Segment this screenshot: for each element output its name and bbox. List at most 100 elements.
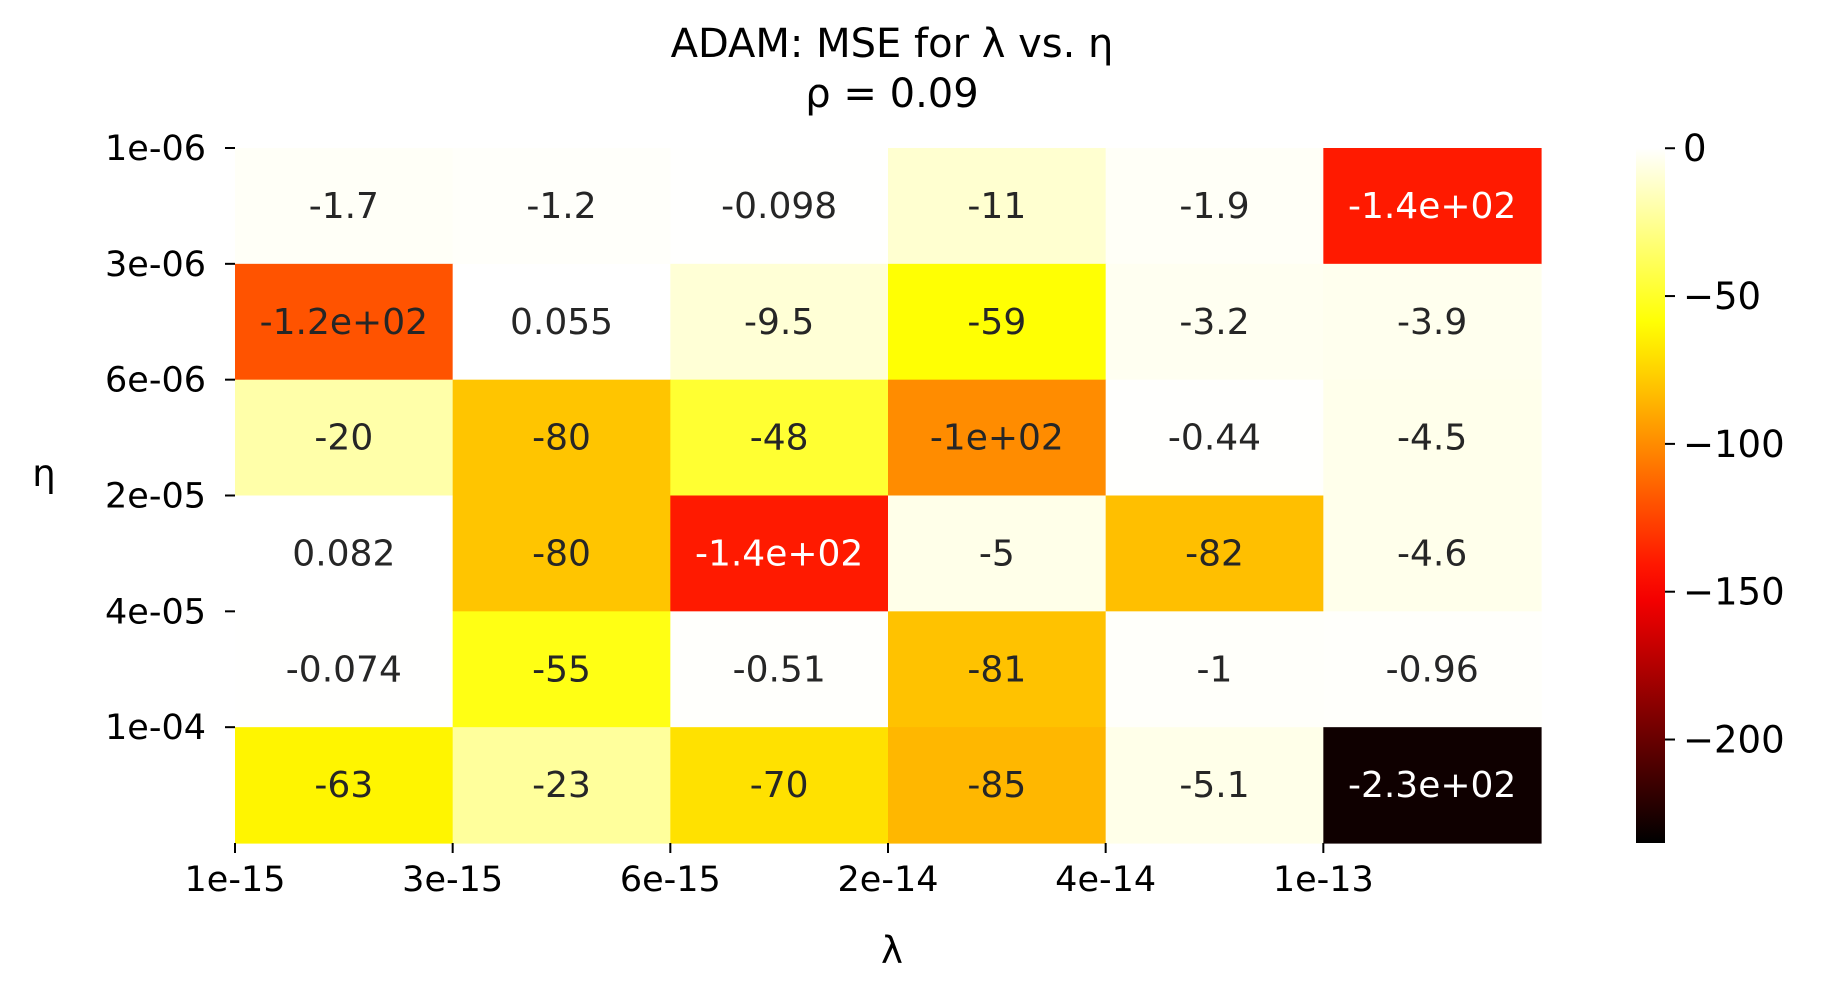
- cell-annotation: -20: [314, 418, 373, 459]
- cell-annotation: -9.5: [744, 302, 814, 343]
- heatmap-cell: [452, 379, 671, 497]
- colorbar-tick-label: −200: [1683, 719, 1785, 762]
- heatmap-cell: [1105, 727, 1324, 844]
- y-tick-label: 1e-06: [105, 129, 206, 169]
- x-tick-label: 2e-14: [838, 860, 939, 900]
- y-tick-label: 4e-05: [105, 592, 206, 632]
- heatmap-cell: [888, 727, 1107, 844]
- heatmap-cell: [452, 727, 671, 844]
- heatmap-cell: [670, 727, 889, 844]
- heatmap-cell: [235, 379, 454, 497]
- cell-annotation: -55: [532, 649, 591, 690]
- cell-annotation: -5.1: [1179, 765, 1249, 806]
- heatmap-cell: [1323, 379, 1542, 497]
- cell-annotation: -3.9: [1397, 302, 1467, 343]
- cell-annotation: -3.2: [1179, 302, 1249, 343]
- x-tick-label: 4e-14: [1055, 860, 1156, 900]
- heatmap-cell: [1105, 263, 1324, 381]
- heatmap-cell: [888, 148, 1107, 265]
- heatmap-cell: [670, 495, 889, 612]
- y-tick-label: 3e-06: [105, 245, 206, 285]
- cell-annotation: -4.5: [1397, 418, 1467, 459]
- cell-annotation: -2.3e+02: [1348, 765, 1516, 806]
- heatmap-cell: [888, 611, 1107, 728]
- heatmap-cell: [452, 148, 671, 265]
- heatmap-cell: [1105, 148, 1324, 265]
- cell-annotation: -59: [967, 302, 1026, 343]
- colorbar: 0 −50 −100 −150 −200: [1636, 127, 1785, 843]
- heatmap-cell: [670, 148, 889, 265]
- cell-annotation: -0.074: [286, 649, 402, 690]
- x-tick-label: 3e-15: [402, 860, 503, 900]
- heatmap-cells: -1.7 -1.2 -0.098 -11 -1.9 -1.4e+02 -1.2e+02 0.0…: [235, 148, 1542, 844]
- y-tick-label: 6e-06: [105, 361, 206, 401]
- cell-annotation: -80: [532, 533, 591, 574]
- y-tick-label: 1e-04: [105, 708, 206, 748]
- cell-annotation: -5: [979, 533, 1015, 574]
- cell-annotation: 0.055: [510, 302, 613, 343]
- cell-annotation: -70: [750, 765, 809, 806]
- cell-annotation: -11: [967, 186, 1026, 227]
- heatmap-cell: [1105, 611, 1324, 728]
- cell-annotation: -1.4e+02: [1348, 186, 1516, 227]
- colorbar-tick-label: −150: [1683, 571, 1785, 614]
- cell-annotation: -80: [532, 418, 591, 459]
- cell-annotation: -0.96: [1386, 649, 1479, 690]
- heatmap-cell: [888, 379, 1107, 497]
- cell-annotation: -1.2: [526, 186, 596, 227]
- heatmap-cell: [1323, 263, 1542, 381]
- heatmap-cell: [235, 495, 454, 612]
- cell-annotation: -63: [314, 765, 373, 806]
- cell-annotation: -85: [967, 765, 1026, 806]
- cell-annotation: -0.51: [733, 649, 826, 690]
- cell-annotation: -0.098: [721, 186, 837, 227]
- cell-annotation: -1.2e+02: [260, 302, 428, 343]
- heatmap-cell: [235, 611, 454, 728]
- y-axis-label: η: [32, 452, 55, 495]
- cell-annotation: 0.082: [292, 533, 395, 574]
- y-tick-label: 2e-05: [105, 477, 206, 517]
- x-axis: 1e-15 3e-15 6e-15 2e-14 4e-14 1e-13: [185, 843, 1374, 900]
- cell-annotation: -4.6: [1397, 533, 1467, 574]
- cell-annotation: -48: [750, 418, 809, 459]
- y-axis: 1e-06 3e-06 6e-06 2e-05 4e-05 1e-04: [105, 129, 235, 748]
- heatmap-cell: [452, 263, 671, 381]
- heatmap-cell: [670, 379, 889, 497]
- colorbar-tick-label: −50: [1683, 275, 1761, 318]
- cell-annotation: -82: [1185, 533, 1244, 574]
- cell-annotation: -0.44: [1168, 418, 1261, 459]
- colorbar-bar: [1636, 148, 1665, 843]
- chart-subtitle: ρ = 0.09: [805, 71, 978, 117]
- x-tick-label: 1e-15: [185, 860, 286, 900]
- cell-annotation: -1.9: [1179, 186, 1249, 227]
- cell-annotation: -81: [967, 649, 1026, 690]
- heatmap-cell: [888, 495, 1107, 612]
- x-tick-label: 6e-15: [620, 860, 721, 900]
- heatmap-cell: [235, 263, 454, 381]
- heatmap-cell: [1105, 495, 1324, 612]
- colorbar-tick-label: 0: [1683, 127, 1707, 170]
- cell-annotation: -1.7: [309, 186, 379, 227]
- heatmap-cell: [235, 727, 454, 844]
- heatmap-cell: [888, 263, 1107, 381]
- heatmap-cell: [670, 611, 889, 728]
- heatmap-cell: [670, 263, 889, 381]
- x-axis-label: λ: [881, 929, 903, 972]
- cell-annotation: -1.4e+02: [695, 533, 863, 574]
- heatmap-cell: [1323, 611, 1542, 728]
- heatmap-cell: [1323, 148, 1542, 265]
- heatmap-cell: [452, 495, 671, 612]
- heatmap-cell: [1105, 379, 1324, 497]
- colorbar-tick-label: −100: [1683, 423, 1785, 466]
- x-tick-label: 1e-13: [1273, 860, 1374, 900]
- chart-title: ADAM: MSE for λ vs. η: [671, 21, 1114, 67]
- cell-annotation: -1e+02: [930, 418, 1064, 459]
- cell-annotation: -1: [1197, 649, 1233, 690]
- heatmap-cell: [1323, 495, 1542, 612]
- heatmap-cell: [235, 148, 454, 265]
- cell-annotation: -23: [532, 765, 591, 806]
- heatmap-cell: [452, 611, 671, 728]
- heatmap-cell: [1323, 727, 1542, 844]
